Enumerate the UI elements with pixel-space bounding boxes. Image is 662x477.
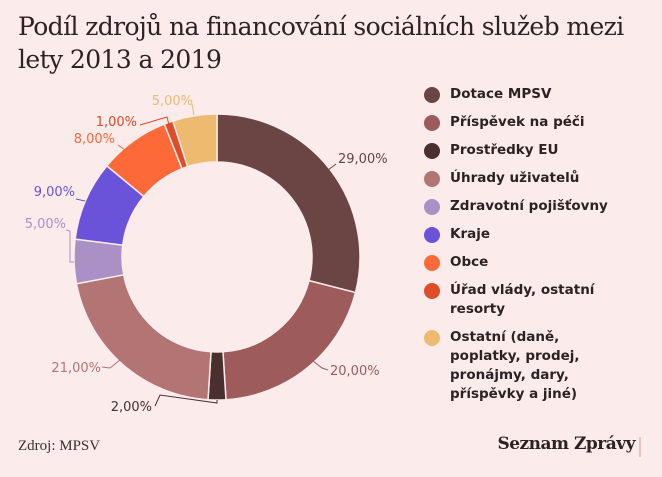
legend-swatch-icon (424, 330, 440, 346)
legend-item[interactable]: Prostředky EU (424, 141, 659, 160)
brand-divider (639, 437, 641, 457)
legend-item[interactable]: Obce (424, 253, 659, 272)
legend-label: Dotace MPSV (450, 86, 552, 102)
brand-logo: Seznam Zprávy (497, 434, 635, 454)
label-leader-line (191, 103, 195, 116)
label-leader-line (312, 360, 329, 371)
source-note: Zdroj: MPSV (18, 438, 101, 454)
legend-item[interactable]: Příspěvek na péči (424, 113, 659, 132)
donut-slice-4 (75, 273, 212, 401)
legend: Dotace MPSV Příspěvek na péči Prostředky E… (424, 85, 659, 413)
legend-label: Ostatní (daně, poplatky, prodej, pronájm… (450, 329, 580, 402)
label-leader-line (139, 116, 170, 126)
legend-swatch-icon (424, 115, 440, 131)
legend-item[interactable]: Kraje (424, 225, 659, 244)
legend-swatch-icon (424, 143, 440, 159)
label-leader-line (327, 163, 337, 171)
legend-swatch-icon (424, 199, 440, 215)
donut-slice-1 (216, 113, 361, 294)
legend-swatch-icon (424, 283, 440, 299)
label-leader-line (154, 394, 218, 407)
data-label: 21,00% (51, 361, 101, 376)
legend-item[interactable]: Dotace MPSV (424, 85, 659, 104)
legend-label: Úhrady uživatelů (450, 170, 580, 186)
donut-slice-9 (171, 113, 218, 168)
label-leader-line (101, 359, 121, 369)
legend-item[interactable]: Úhrady uživatelů (424, 169, 659, 188)
data-label: 5,00% (152, 94, 193, 109)
legend-swatch-icon (424, 171, 440, 187)
legend-label: Kraje (450, 226, 491, 242)
donut-slice-2 (222, 279, 357, 401)
legend-label: Úřad vlády, ostatní resorty (450, 282, 595, 317)
legend-swatch-icon (424, 87, 440, 103)
legend-label: Obce (450, 254, 489, 270)
label-leader-line (65, 229, 74, 263)
legend-swatch-icon (424, 255, 440, 271)
data-label: 2,00% (111, 400, 152, 415)
legend-label: Prostředky EU (450, 142, 559, 158)
data-label: 9,00% (34, 185, 75, 200)
data-label: 8,00% (74, 132, 115, 147)
data-label: 20,00% (330, 364, 380, 379)
legend-label: Příspěvek na péči (450, 114, 585, 130)
data-label: 29,00% (338, 152, 388, 167)
label-leader-line (75, 198, 86, 202)
legend-item[interactable]: Zdravotní pojišťovny (424, 197, 659, 216)
legend-label: Zdravotní pojišťovny (450, 198, 608, 214)
data-label: 5,00% (25, 217, 66, 232)
legend-item[interactable]: Ostatní (daně, poplatky, prodej, pronájm… (424, 328, 659, 404)
label-leader-line (117, 144, 134, 159)
data-label: 1,00% (96, 115, 137, 130)
legend-item[interactable]: Úřad vlády, ostatní resorty (424, 281, 659, 319)
chart-title: Podíl zdrojů na financování sociálních s… (18, 12, 624, 74)
legend-swatch-icon (424, 227, 440, 243)
